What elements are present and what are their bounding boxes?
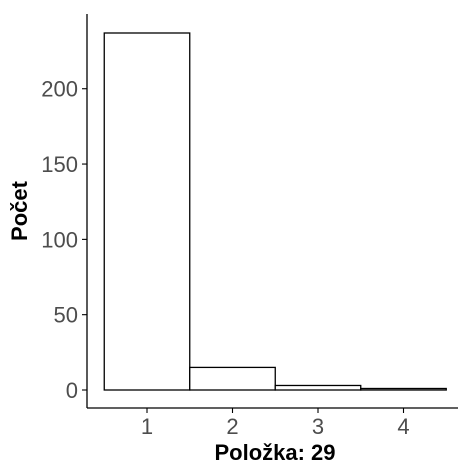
y-tick-label-200: 200 bbox=[41, 77, 78, 102]
x-tick-label-4: 4 bbox=[397, 414, 409, 439]
bar-4 bbox=[360, 387, 447, 391]
x-tick-label-3: 3 bbox=[312, 414, 324, 439]
y-tick-label-0: 0 bbox=[66, 378, 78, 403]
bars-group bbox=[103, 32, 447, 391]
x-axis-title: Položka: 29 bbox=[214, 440, 335, 465]
bar-1 bbox=[103, 32, 191, 391]
y-tick-label-100: 100 bbox=[41, 227, 78, 252]
bar-2 bbox=[189, 366, 276, 391]
y-axis-title: Počet bbox=[7, 180, 32, 241]
y-tick-label-150: 150 bbox=[41, 152, 78, 177]
y-ticks-group: 0 50 100 150 200 bbox=[41, 77, 87, 403]
x-ticks-group: 1 2 3 4 bbox=[141, 408, 410, 439]
x-tick-label-2: 2 bbox=[226, 414, 238, 439]
bar-3 bbox=[274, 384, 362, 391]
x-tick-label-1: 1 bbox=[141, 414, 153, 439]
y-tick-label-50: 50 bbox=[54, 303, 78, 328]
